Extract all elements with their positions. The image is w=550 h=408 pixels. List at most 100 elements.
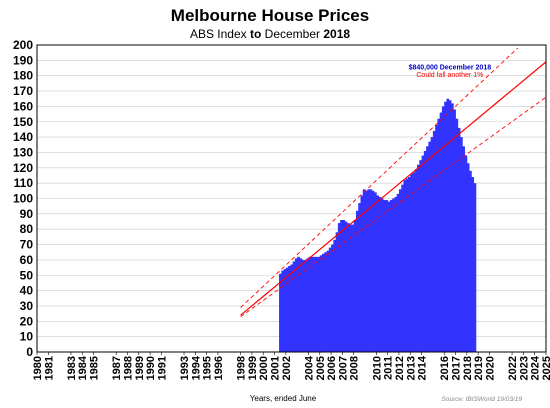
price-bar: [335, 232, 339, 352]
price-bar: [457, 127, 461, 352]
y-tick-label: 60: [20, 253, 34, 267]
price-bar: [455, 118, 459, 353]
x-tick-label: 1987: [111, 356, 123, 380]
price-bar: [437, 118, 441, 353]
price-bar: [441, 106, 445, 353]
price-bar: [306, 258, 309, 352]
price-bar: [378, 196, 382, 352]
x-tick-label: 2025: [541, 356, 550, 380]
x-tick-label: 2024: [530, 355, 542, 380]
price-bar: [362, 189, 366, 352]
price-bar: [389, 200, 393, 352]
x-tick-label: 2008: [349, 356, 361, 380]
price-bar: [414, 169, 418, 352]
y-tick-label: 40: [20, 284, 34, 298]
x-tick-label: 1996: [213, 356, 225, 380]
y-tick-label: 110: [14, 176, 34, 190]
price-bar: [340, 219, 343, 352]
x-tick-label: 1990: [145, 356, 157, 380]
price-bar: [308, 256, 312, 352]
x-tick-label: 2016: [439, 356, 451, 380]
price-bar: [383, 200, 386, 352]
x-tick-label: 2019: [473, 356, 485, 380]
price-bar: [376, 195, 379, 352]
plot-frame: [36, 44, 547, 353]
price-bar: [408, 177, 411, 352]
price-bar: [279, 273, 282, 352]
price-bar: [473, 183, 477, 352]
x-tick-label: 1995: [202, 356, 214, 380]
price-bar: [387, 201, 391, 352]
price-bar: [281, 270, 284, 352]
price-index-bars: [279, 98, 477, 353]
price-bar: [317, 256, 321, 352]
price-bar: [446, 98, 450, 352]
trend-line-central: [240, 61, 547, 316]
y-tick-label: 130: [13, 145, 33, 159]
price-bar: [430, 137, 434, 352]
price-bar: [450, 103, 454, 352]
subtitle-part: December: [261, 27, 323, 41]
price-bar: [401, 184, 404, 352]
chart-title: Melbourne House Prices: [171, 6, 369, 25]
price-bar: [421, 155, 425, 352]
price-bar: [346, 223, 350, 352]
price-bar: [417, 164, 420, 352]
x-axis-ticks: 1980 1981 1983 1984 1985 1987 1988 1989 1990 1991…: [32, 352, 550, 380]
price-bar: [423, 150, 427, 352]
x-tick-label: 2010: [371, 356, 383, 380]
price-bar: [326, 250, 330, 352]
source-note: Source: IBISWorld 19/03/19: [441, 396, 522, 403]
x-tick-label: 2018: [462, 356, 474, 380]
subtitle-part: ABS Index: [190, 27, 250, 41]
price-bar: [303, 259, 307, 352]
price-bar: [453, 109, 456, 352]
price-bar: [360, 195, 364, 352]
y-tick-label: 100: [13, 192, 33, 206]
price-bar: [444, 101, 447, 352]
price-bar: [333, 239, 337, 352]
y-tick-label: 80: [20, 222, 34, 236]
x-tick-label: 1991: [156, 356, 168, 380]
price-bar: [344, 221, 348, 352]
x-tick-label: 2014: [417, 355, 429, 380]
price-bar: [353, 219, 357, 352]
price-bar: [322, 253, 325, 352]
price-bar: [292, 261, 296, 352]
price-bar: [358, 203, 361, 352]
price-bar: [331, 244, 334, 352]
y-tick-label: 10: [20, 330, 34, 344]
price-bar: [464, 155, 468, 352]
price-bar: [297, 256, 300, 352]
x-tick-label: 2020: [484, 356, 496, 380]
price-bar: [371, 190, 375, 352]
price-bar: [435, 124, 438, 352]
x-tick-label: 2023: [518, 356, 530, 380]
price-bar: [301, 259, 305, 352]
y-tick-label: 50: [20, 268, 34, 282]
x-tick-label: 1981: [43, 356, 55, 380]
price-bar: [412, 172, 416, 352]
annotation-price: $840,000 December 2018: [409, 65, 492, 72]
y-tick-label: 120: [13, 161, 33, 175]
y-tick-label: 170: [13, 84, 33, 98]
subtitle-part: to: [250, 27, 261, 41]
price-bar: [403, 180, 407, 352]
price-bar: [288, 266, 291, 352]
price-bar: [469, 170, 472, 352]
x-tick-label: 2000: [258, 356, 270, 380]
price-bar: [312, 256, 316, 352]
annotation-forecast: Could fall another 1%: [416, 72, 483, 79]
y-tick-label: 160: [13, 99, 33, 113]
price-bar: [460, 137, 463, 352]
x-tick-label: 2017: [451, 356, 463, 380]
price-bar: [299, 258, 303, 352]
price-bar: [315, 256, 318, 352]
trend-line-band: [240, 47, 519, 308]
price-bar: [369, 189, 373, 352]
price-bar: [310, 256, 314, 352]
price-bar: [374, 192, 377, 352]
x-tick-label: 2001: [270, 356, 282, 380]
